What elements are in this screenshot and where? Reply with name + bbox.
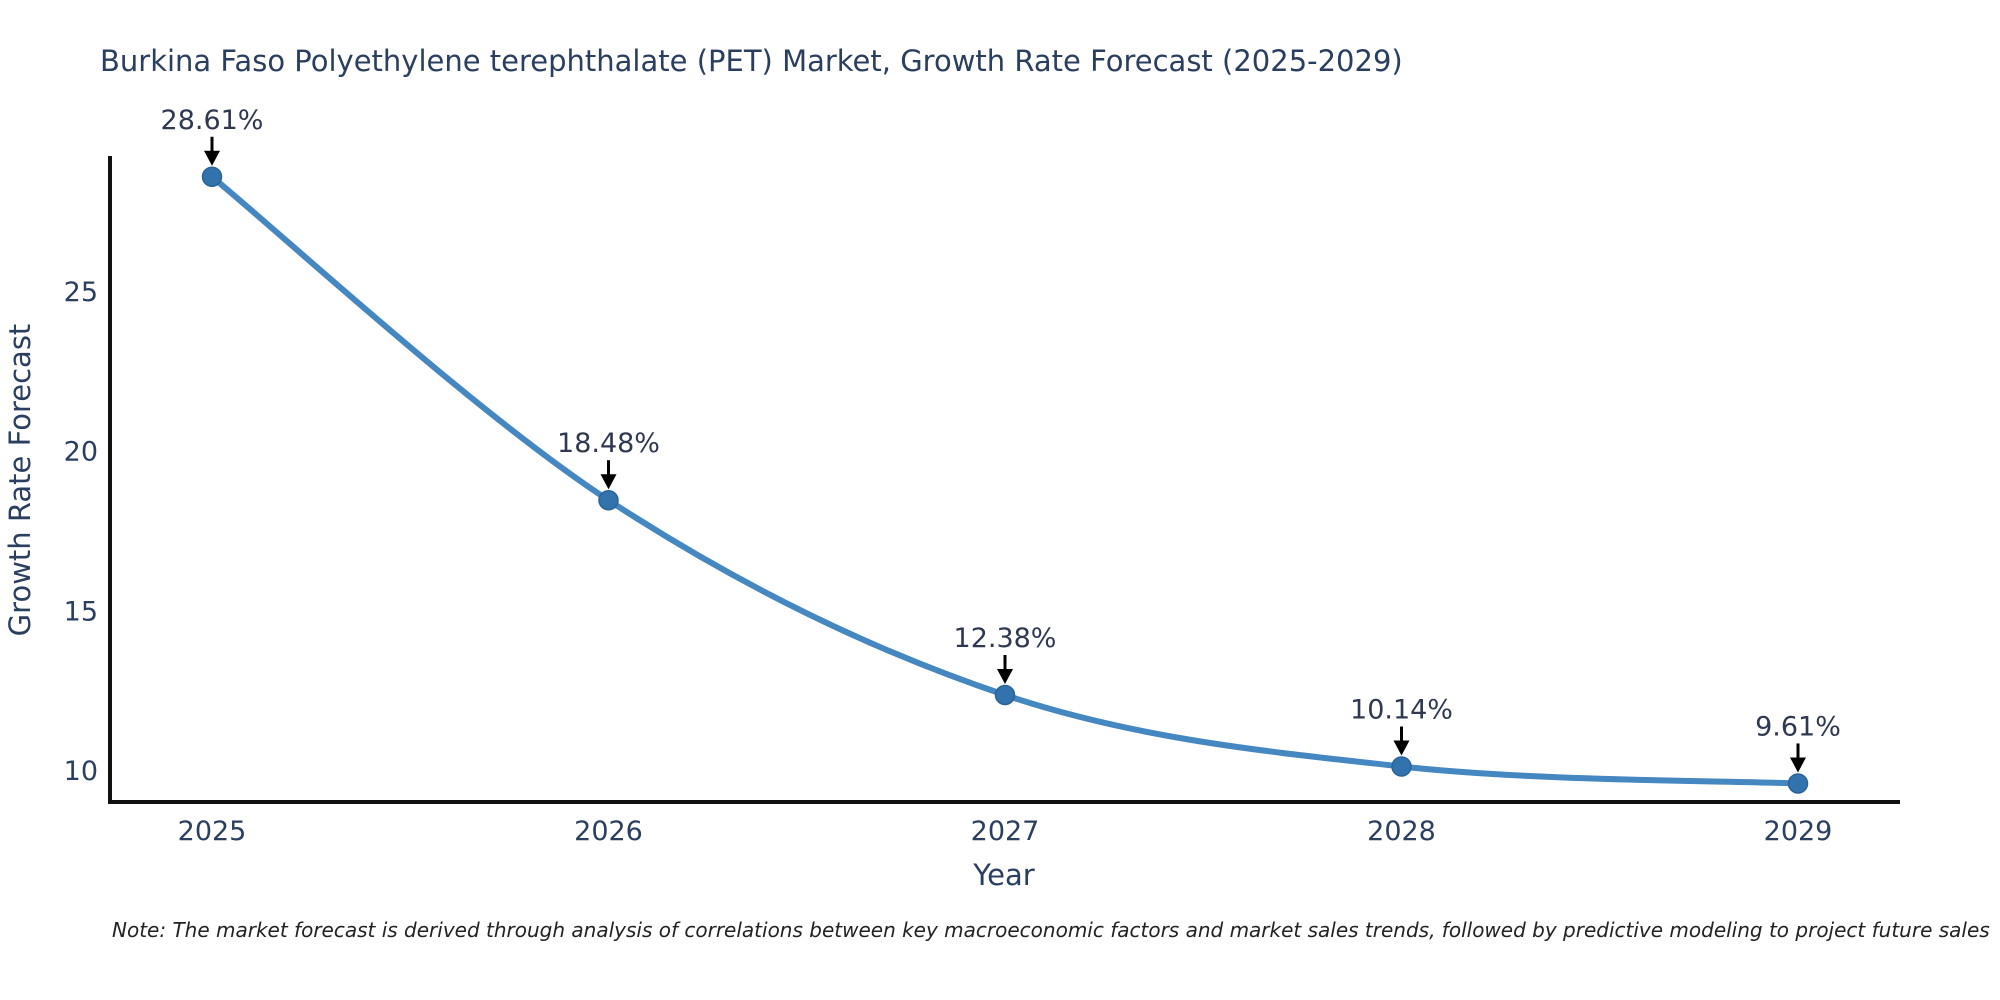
x-tick-label: 2026 (574, 816, 643, 847)
annotation-arrowhead (204, 150, 220, 166)
point-annotation: 9.61% (1755, 711, 1841, 742)
x-tick-label: 2027 (971, 816, 1040, 847)
annotation-arrowhead (600, 474, 617, 490)
data-point[interactable] (994, 684, 1016, 706)
data-point[interactable] (598, 489, 619, 511)
annotation-arrowhead (997, 669, 1013, 685)
y-axis-title: Growth Rate Forecast (3, 324, 37, 637)
point-annotation: 18.48% (557, 428, 660, 459)
x-tick-label: 2028 (1367, 816, 1436, 847)
data-point[interactable] (201, 166, 223, 188)
point-annotation: 10.14% (1350, 695, 1453, 726)
point-annotation: 12.38% (954, 623, 1057, 654)
footnote: Note: The market forecast is derived thr… (112, 918, 1990, 942)
x-axis-title: Year (972, 858, 1034, 892)
chart-title: Burkina Faso Polyethylene terephthalate … (100, 44, 1403, 78)
y-tick-label: 10 (64, 756, 98, 787)
y-tick-label: 25 (64, 277, 98, 308)
data-point[interactable] (1787, 773, 1809, 794)
x-tick-label: 2029 (1764, 816, 1833, 847)
series-line (209, 173, 1801, 787)
y-tick-label: 15 (64, 596, 98, 627)
annotation-arrowhead (1393, 740, 1410, 756)
y-tick-label: 20 (64, 437, 98, 468)
data-point[interactable] (1391, 756, 1412, 777)
x-tick-label: 2025 (178, 816, 247, 847)
point-annotation: 28.61% (161, 105, 264, 136)
annotation-arrowhead (1790, 757, 1806, 773)
